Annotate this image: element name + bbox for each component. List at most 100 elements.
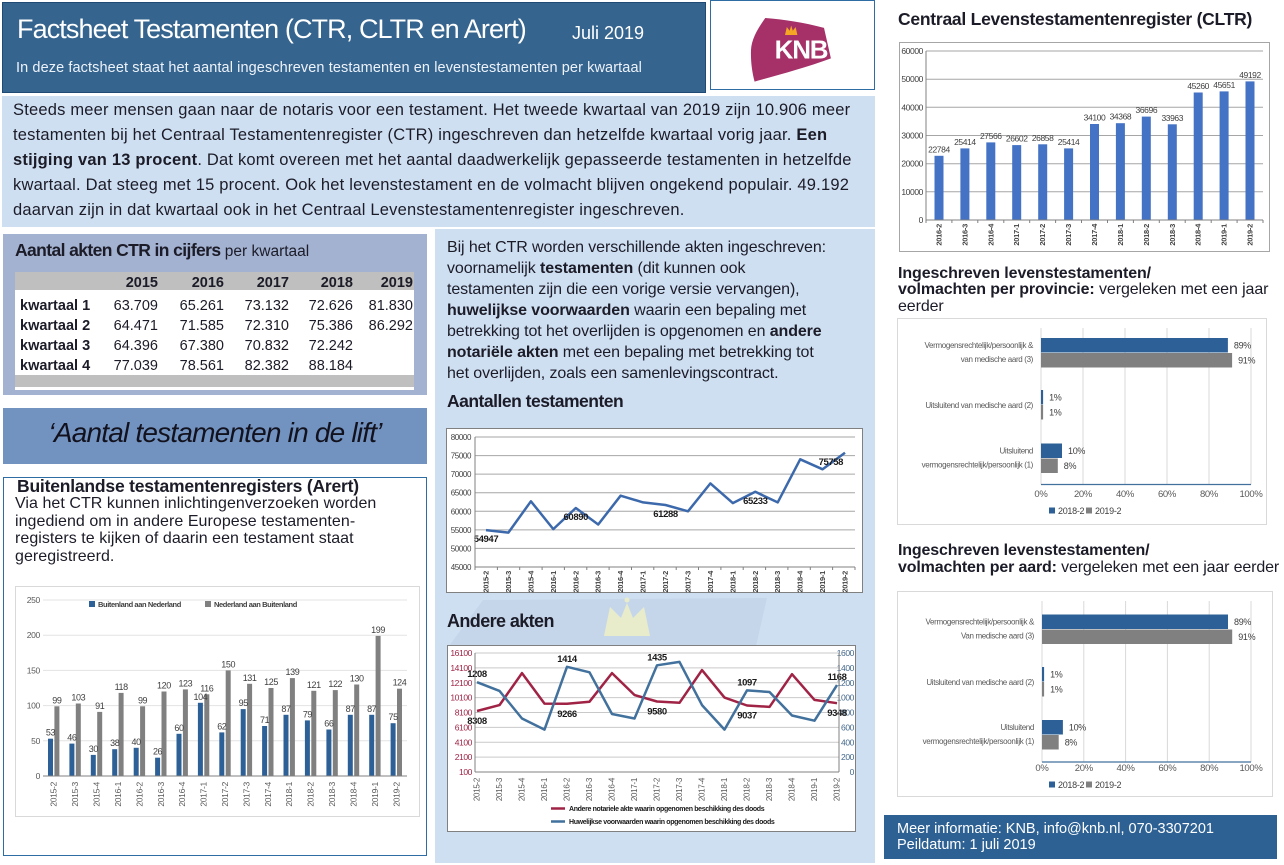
svg-text:0%: 0% [1035,763,1049,774]
svg-text:2017-1: 2017-1 [199,781,209,806]
svg-text:0%: 0% [1034,489,1048,500]
svg-text:100%: 100% [1239,763,1263,774]
svg-text:2017-2: 2017-2 [661,571,670,593]
svg-text:2016-2: 2016-2 [571,571,580,593]
svg-text:2019-1: 2019-1 [818,571,827,593]
svg-text:Vermogensrechtelijk/persoonlij: Vermogensrechtelijk/persoonlijk & [924,341,1034,350]
svg-text:800: 800 [841,708,855,718]
svg-text:60000: 60000 [451,507,472,516]
svg-text:2018-2: 2018-2 [751,571,760,593]
svg-text:22784: 22784 [928,144,950,154]
svg-text:118: 118 [115,682,129,692]
svg-text:Vermogensrechtelijk/persoonlij: Vermogensrechtelijk/persoonlijk & [925,618,1035,627]
svg-text:1%: 1% [1049,392,1062,402]
svg-text:1600: 1600 [837,648,855,658]
svg-text:2016-1: 2016-1 [549,571,558,593]
svg-text:1200: 1200 [837,678,855,688]
svg-text:2018-2: 2018-2 [1058,506,1085,516]
svg-text:27566: 27566 [980,131,1002,141]
svg-text:9580: 9580 [647,706,667,717]
svg-text:2018-3: 2018-3 [1168,224,1177,246]
svg-text:2018-1: 2018-1 [720,777,729,801]
svg-text:20%: 20% [1075,763,1094,774]
svg-text:125: 125 [264,677,278,687]
svg-text:54947: 54947 [474,534,499,545]
svg-text:2016-2: 2016-2 [563,777,572,801]
svg-text:0: 0 [919,215,924,225]
svg-text:20000: 20000 [901,159,923,169]
svg-text:vermogensrechtelijk/persoonlij: vermogensrechtelijk/persoonlijk (1) [923,737,1035,746]
svg-text:2017-4: 2017-4 [263,781,273,806]
svg-text:87: 87 [367,704,377,714]
svg-text:34368: 34368 [1110,112,1132,122]
svg-text:2016-3: 2016-3 [960,224,969,246]
svg-text:40%: 40% [1117,763,1136,774]
svg-text:2017-2: 2017-2 [653,777,662,801]
svg-text:2019-2: 2019-2 [833,777,842,801]
svg-text:100: 100 [459,767,473,777]
svg-text:36696: 36696 [1136,105,1158,115]
svg-text:4100: 4100 [455,737,473,747]
svg-text:0: 0 [36,771,41,781]
svg-text:124: 124 [393,678,407,688]
svg-text:8%: 8% [1064,461,1077,471]
svg-text:50000: 50000 [901,74,923,84]
svg-text:104: 104 [193,692,207,702]
svg-text:10%: 10% [1068,446,1085,456]
svg-text:Nederland aan Buitenland: Nederland aan Buitenland [214,600,298,609]
svg-text:123: 123 [178,678,192,688]
svg-text:26602: 26602 [1006,134,1028,144]
svg-text:2015-4: 2015-4 [92,781,102,806]
svg-text:10000: 10000 [901,187,923,197]
svg-text:van medische aard (3): van medische aard (3) [961,355,1034,364]
svg-text:75000: 75000 [451,452,472,461]
svg-text:0: 0 [850,767,855,777]
svg-text:Uitsluitend van medische aard: Uitsluitend van medische aard (2) [926,678,1034,687]
svg-text:2015-3: 2015-3 [504,571,513,593]
svg-text:79: 79 [303,709,313,719]
svg-text:2017-2: 2017-2 [1038,224,1047,246]
svg-text:2017-1: 2017-1 [639,571,648,593]
svg-text:400: 400 [841,737,855,747]
svg-text:9266: 9266 [557,709,577,720]
svg-text:6100: 6100 [455,722,473,732]
svg-text:121: 121 [307,680,321,690]
svg-text:2018-3: 2018-3 [765,777,774,801]
svg-text:2015-2: 2015-2 [473,777,482,801]
svg-text:60%: 60% [1158,489,1177,500]
svg-text:26: 26 [153,747,163,757]
svg-text:600: 600 [841,722,855,732]
svg-text:1414: 1414 [557,654,578,665]
svg-text:2016-3: 2016-3 [156,781,166,806]
svg-text:200: 200 [841,752,855,762]
svg-text:2015-4: 2015-4 [526,570,535,593]
svg-text:25414: 25414 [954,137,976,147]
svg-text:1000: 1000 [837,693,855,703]
svg-text:2016-2: 2016-2 [134,781,144,806]
svg-text:40: 40 [132,737,142,747]
svg-text:34100: 34100 [1084,112,1106,122]
svg-text:1%: 1% [1050,684,1063,694]
svg-text:91%: 91% [1238,355,1255,365]
svg-text:116: 116 [200,683,214,693]
svg-text:130: 130 [350,673,364,683]
svg-text:2018-2: 2018-2 [743,777,752,801]
svg-text:55000: 55000 [451,526,472,535]
svg-text:2017-4: 2017-4 [706,570,715,593]
svg-text:61288: 61288 [653,509,678,520]
svg-text:30000: 30000 [901,131,923,141]
svg-text:120: 120 [157,681,171,691]
svg-text:50000: 50000 [451,544,472,553]
svg-text:2016-4: 2016-4 [177,781,187,806]
svg-text:2018-1: 2018-1 [728,571,737,593]
svg-text:2017-1: 2017-1 [1012,224,1021,246]
svg-text:2015-2: 2015-2 [482,571,491,593]
svg-text:2019-2: 2019-2 [1095,780,1122,790]
svg-text:200: 200 [27,630,41,640]
svg-text:45000: 45000 [451,563,472,572]
svg-text:2018-4: 2018-4 [1194,223,1203,246]
svg-text:38: 38 [110,738,120,748]
svg-text:71: 71 [260,715,270,725]
svg-text:2015-3: 2015-3 [70,781,80,806]
svg-text:46: 46 [67,733,77,743]
